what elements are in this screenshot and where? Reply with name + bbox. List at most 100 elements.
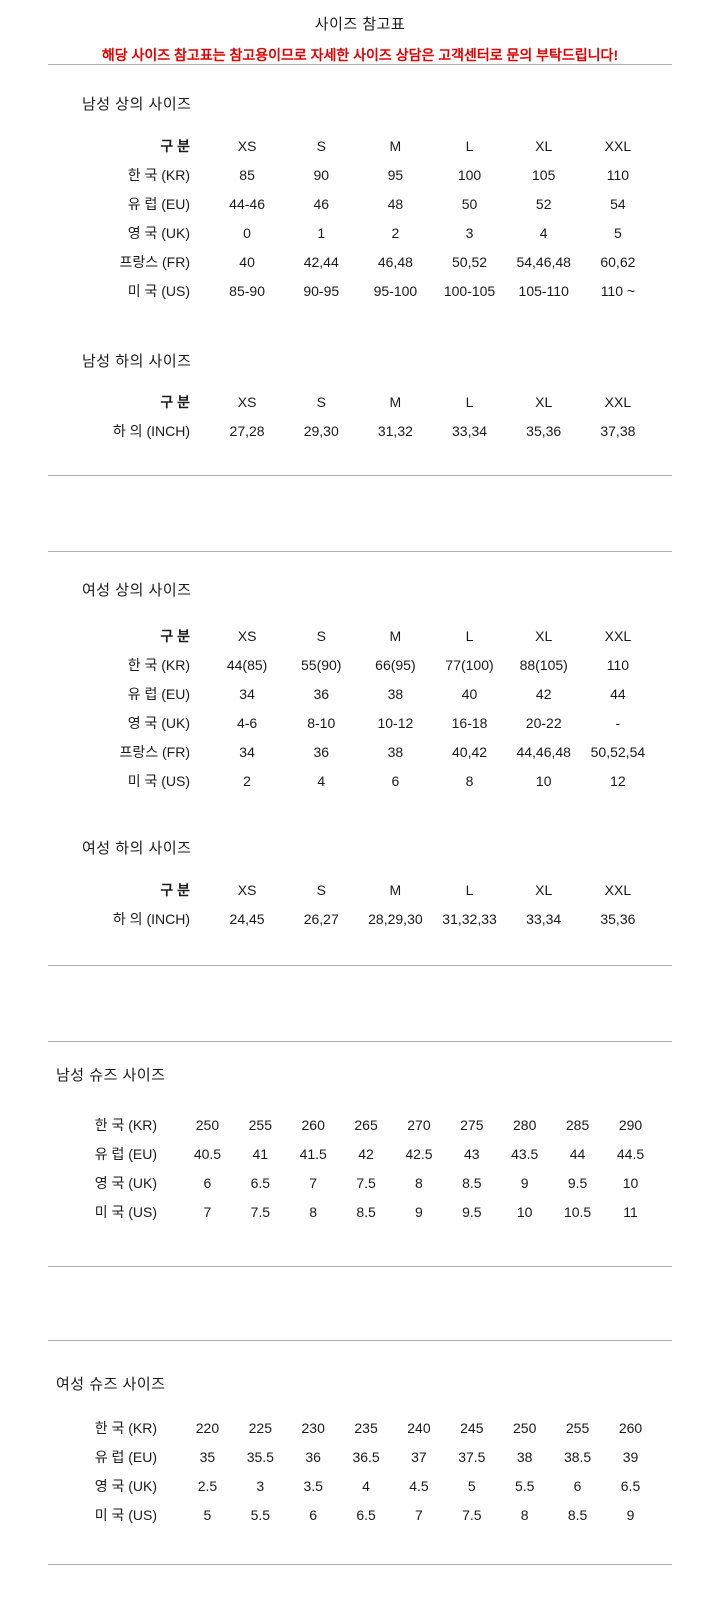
size-value: 105	[532, 166, 556, 183]
size-value: 8	[415, 1174, 423, 1191]
size-value: 36.5	[352, 1448, 380, 1465]
section-heading-mens-bottoms: 남성 하의 사이즈	[82, 353, 192, 370]
size-value: 240	[407, 1419, 431, 1436]
size-value: 105-110	[518, 282, 569, 299]
column-header: L	[465, 881, 474, 898]
size-value: 230	[301, 1419, 325, 1436]
size-value: 3	[256, 1477, 265, 1494]
page-title: 사이즈 참고표	[314, 16, 406, 33]
row-label: 미 국 (US)	[94, 1506, 157, 1523]
size-value: 38	[516, 1448, 533, 1465]
column-header: XL	[535, 137, 553, 154]
column-header: XXL	[604, 393, 632, 410]
size-value: 1	[317, 224, 326, 241]
table-row: 프랑스 (FR) 40 42,44 46,48 50,52 54,46,48 60,62	[48, 247, 655, 276]
size-value: 38	[387, 743, 404, 760]
size-value: 36	[313, 685, 330, 702]
table-row: 하 의 (INCH) 27,28 29,30 31,32 33,34 35,36 37,38	[48, 416, 655, 445]
column-header: S	[316, 881, 326, 898]
size-value: 44(85)	[226, 656, 268, 673]
size-value: 8	[520, 1506, 529, 1523]
column-header: XS	[237, 393, 257, 410]
row-label: 유 럽 (EU)	[127, 685, 190, 702]
size-value: 85	[239, 166, 255, 183]
size-value: 7	[415, 1506, 423, 1523]
size-value: 36	[305, 1448, 321, 1465]
column-header: L	[465, 627, 474, 644]
size-value: 34	[239, 685, 255, 702]
mens-tops-table-grid: 구 분 XS S M L XL XXL 한 국 (KR) 85 90 95 100 105 110 유 럽 …	[48, 131, 655, 305]
size-value: 54	[610, 195, 626, 212]
section-divider	[48, 965, 672, 966]
size-value: 50,52	[452, 253, 488, 270]
size-value: 110 ~	[600, 282, 636, 299]
section-heading-womens-bottoms: 여성 하의 사이즈	[82, 840, 192, 857]
size-value: 5	[467, 1477, 476, 1494]
size-value: 6	[203, 1174, 212, 1191]
table-row: 한 국 (KR) 44(85) 55(90) 66(95) 77(100) 88(105)…	[48, 650, 655, 679]
size-value: 35,36	[526, 422, 562, 439]
size-value: 40	[461, 685, 478, 702]
size-value: 6	[573, 1477, 582, 1494]
table-row: 미 국 (US) 7 7.5 8 8.5 9 9.5 10 10.5 11	[48, 1197, 657, 1226]
size-value: 265	[354, 1116, 378, 1133]
table-row: 한 국 (KR) 85 90 95 100 105 110	[48, 160, 655, 189]
size-value: 100-105	[443, 282, 496, 299]
size-value: 40,42	[452, 743, 488, 760]
section-divider	[48, 1340, 672, 1341]
table-row: 영 국 (UK) 6 6.5 7 7.5 8 8.5 9 9.5 10	[48, 1168, 657, 1197]
size-value: 270	[407, 1116, 431, 1133]
size-value: 42	[535, 685, 552, 702]
size-value: 90	[313, 166, 330, 183]
table-row: 미 국 (US) 5 5.5 6 6.5 7 7.5 8 8.5 9	[48, 1500, 657, 1529]
section-heading-womens-shoes: 여성 슈즈 사이즈	[56, 1376, 166, 1393]
size-value: 77(100)	[445, 656, 494, 673]
size-value: 9.5	[462, 1203, 482, 1220]
size-value: 4-6	[236, 714, 258, 731]
size-value: 8	[465, 772, 474, 789]
size-value: 29,30	[303, 422, 339, 439]
column-header: M	[389, 137, 402, 154]
column-header: M	[389, 393, 402, 410]
table-row: 하 의 (INCH) 24,45 26,27 28,29,30 31,32,33 33,3…	[48, 904, 655, 933]
header-row: 구 분 XS S M L XL XXL	[48, 131, 655, 160]
row-label: 미 국 (US)	[94, 1203, 157, 1220]
column-header: S	[316, 137, 326, 154]
size-value: 36	[313, 743, 330, 760]
size-value: 40.5	[193, 1145, 222, 1162]
size-value: 10	[535, 772, 552, 789]
size-reference-page: 사이즈 참고표 해당 사이즈 참고표는 참고용이므로 자세한 사이즈 상담은 고…	[0, 16, 720, 1565]
size-value: 5.5	[514, 1477, 535, 1494]
size-value: 55(90)	[301, 656, 342, 673]
column-header: XS	[237, 881, 257, 898]
size-value: 6	[391, 772, 400, 789]
size-value: 0	[243, 224, 251, 241]
row-label: 한 국 (KR)	[94, 1419, 157, 1436]
row-label: 하 의 (INCH)	[112, 910, 190, 927]
size-value: 34	[239, 743, 255, 760]
womens-tops-table-grid: 구 분 XS S M L XL XXL 한 국 (KR) 44(85) 55(90) 66(95) 7…	[48, 621, 655, 795]
size-value: 44,46,48	[516, 743, 571, 760]
corner-header: 구 분	[160, 393, 190, 410]
mens-tops-table: 구 분 XS S M L XL XXL 한 국 (KR) 85 90 95 100 105 110 유 럽 …	[0, 131, 720, 305]
size-value: 26,27	[303, 910, 339, 927]
size-value: 42.5	[405, 1145, 433, 1162]
column-header: XL	[535, 627, 553, 644]
size-value: 54,46,48	[516, 253, 571, 270]
size-value: 31,32,33	[442, 910, 497, 927]
row-label: 하 의 (INCH)	[112, 422, 190, 439]
size-value: 290	[618, 1116, 643, 1133]
size-value: 60,62	[600, 253, 636, 270]
size-value: 48	[387, 195, 404, 212]
size-value: 41	[252, 1145, 269, 1162]
size-value: 235	[354, 1419, 378, 1436]
column-header: XXL	[604, 881, 632, 898]
size-value: 7.5	[462, 1506, 482, 1523]
size-value: 28,29,30	[368, 910, 423, 927]
row-label: 유 럽 (EU)	[94, 1448, 157, 1465]
size-value: 44	[569, 1145, 586, 1162]
size-value: 10	[622, 1174, 639, 1191]
size-value: 35,36	[600, 910, 636, 927]
size-value: 44-46	[229, 195, 265, 212]
column-header: L	[465, 137, 474, 154]
